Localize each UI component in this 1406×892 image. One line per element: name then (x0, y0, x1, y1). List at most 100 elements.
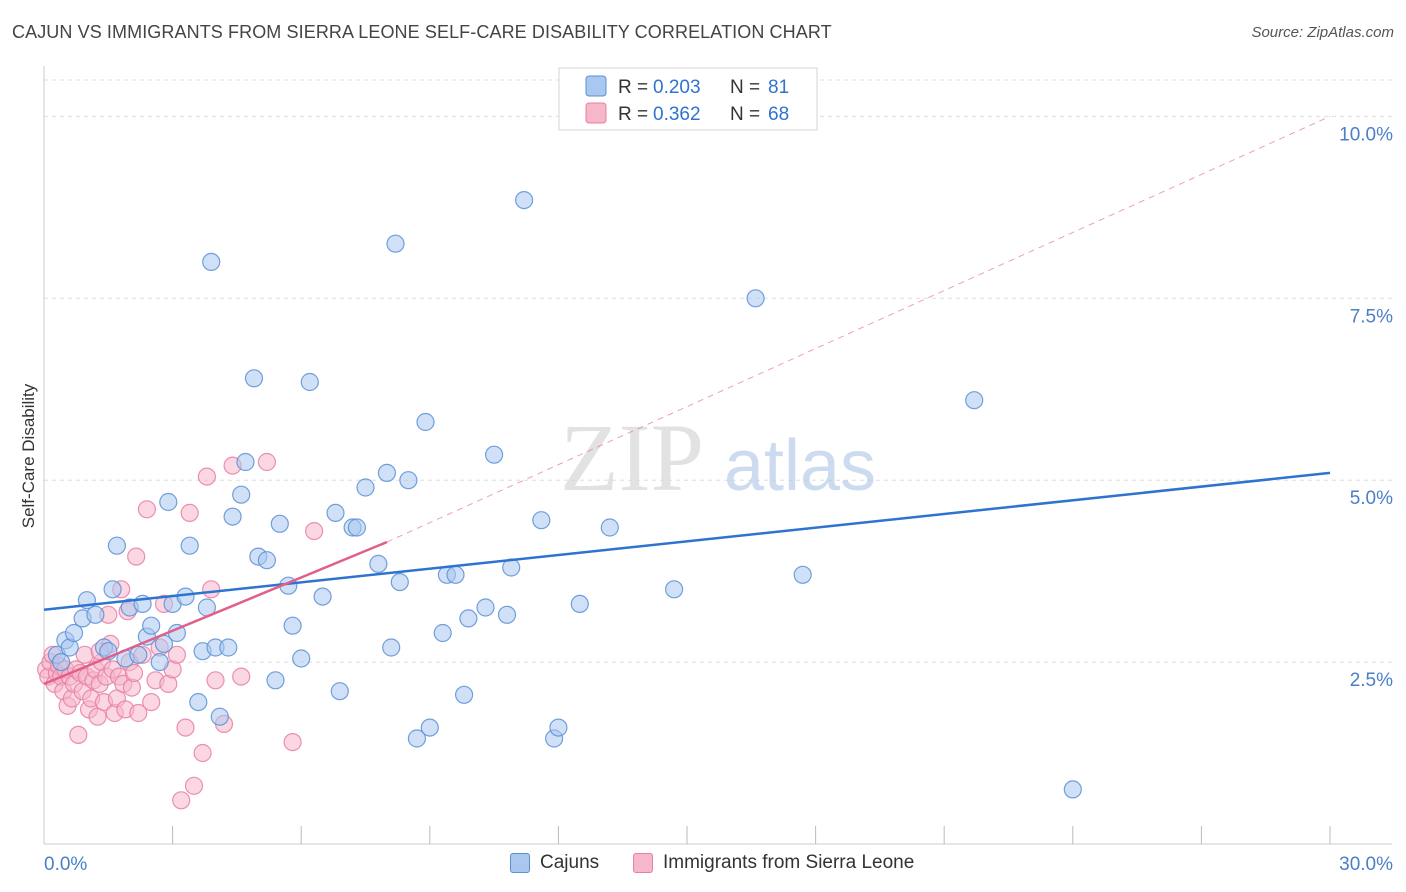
cajun-point-18 (150, 652, 169, 672)
cajun-point-4 (64, 623, 84, 643)
cajun-point-38 (266, 671, 285, 690)
y-tick-label-3: 10.0% (1339, 124, 1393, 145)
cajun-point-71 (549, 718, 568, 737)
cajun-point-62 (455, 685, 474, 704)
legend-top-swatch-blue (585, 75, 607, 97)
x-tick-label-0: 0.0% (44, 854, 87, 875)
cajun-point-30 (210, 707, 229, 726)
legend-top-swatch-pink (585, 102, 607, 124)
sierra-leone-point-52 (167, 645, 186, 664)
cajun-point-45 (326, 503, 345, 523)
cajun-point-56 (407, 729, 426, 748)
x-tick-label-1: 30.0% (1339, 854, 1393, 875)
sierra-leone-point-60 (206, 671, 225, 690)
cajun-point-59 (433, 623, 452, 643)
cajun-point-69 (532, 511, 551, 530)
cajun-point-39 (270, 514, 289, 533)
watermark: ZIP atlas (560, 404, 876, 511)
cajun-point-44 (313, 587, 332, 606)
sierra-leone-point-56 (184, 776, 204, 795)
legend-item-cajuns[interactable]: Cajuns (510, 852, 599, 874)
cajun-point-31 (219, 638, 238, 657)
cajun-point-72 (570, 594, 589, 614)
trend-line-sierra-leone-extension (386, 115, 1331, 543)
cajun-point-49 (356, 478, 375, 497)
grid-lines (44, 79, 1392, 663)
cajun-point-64 (476, 598, 495, 617)
cajun-point-52 (382, 638, 401, 657)
y-tick-label-1: 5.0% (1350, 488, 1393, 509)
cajun-point-14 (129, 645, 148, 664)
cajun-point-25 (189, 692, 208, 712)
legend-r-label-1: R = (618, 77, 653, 98)
legend-label-cajuns: Cajuns (540, 852, 600, 873)
sierra-leone-point-42 (127, 547, 146, 566)
sierra-leone-point-45 (137, 500, 156, 519)
cajun-point-68 (514, 191, 534, 210)
y-tick-label-0: 2.5% (1350, 670, 1393, 691)
legend-n-label-1: N = (730, 77, 765, 98)
watermark-zip: ZIP (560, 404, 704, 511)
sierra-leone-point-59 (202, 580, 221, 599)
cajun-point-75 (746, 289, 765, 308)
cajun-point-61 (446, 565, 465, 584)
legend-n-value-2: 68 (768, 104, 789, 125)
cajun-point-51 (377, 463, 396, 482)
cajun-point-50 (369, 554, 388, 574)
axes (43, 66, 1392, 845)
sierra-leone-point-58 (197, 467, 216, 486)
cajun-point-20 (159, 492, 178, 512)
chart-title: CAJUN VS IMMIGRANTS FROM SIERRA LEONE SE… (12, 22, 832, 42)
sierra-leone-point-57 (193, 743, 212, 763)
cajun-point-17 (142, 616, 161, 635)
sierra-leone-point-66 (305, 521, 324, 541)
cajun-point-10 (103, 580, 122, 599)
legend-swatch-cajuns (510, 853, 530, 873)
sierra-leone-point-55 (180, 503, 199, 523)
trend-line-sierra-leone (43, 540, 388, 686)
cajun-point-73 (600, 518, 619, 537)
legend-n-value-1: 81 (768, 77, 789, 98)
legend-n-label-2: N = (730, 104, 765, 125)
series-cajuns-points (47, 191, 1082, 799)
legend-r-value-1: 0.203 (653, 77, 701, 98)
legend-label-sierra-leone: Immigrants from Sierra Leone (663, 852, 915, 873)
cajun-point-53 (386, 234, 405, 253)
cajun-point-74 (664, 580, 684, 599)
cajun-point-48 (347, 518, 366, 537)
legend-item-sierra-leone[interactable]: Immigrants from Sierra Leone (633, 852, 914, 874)
cajun-point-42 (292, 649, 311, 668)
cajun-point-33 (232, 485, 251, 504)
cajun-point-77 (965, 391, 984, 410)
legend-bottom: Cajuns Immigrants from Sierra Leone (0, 852, 1406, 878)
cajun-point-76 (793, 565, 812, 584)
trend-line-cajuns (43, 471, 1331, 611)
sierra-leone-point-65 (283, 732, 302, 752)
cajun-point-55 (399, 471, 418, 490)
cajun-point-58 (420, 718, 439, 737)
y-axis-label: Self-Care Disability (19, 383, 38, 528)
trend-lines (43, 115, 1331, 686)
legend-top: R = 0.203 N = 81 R = 0.362 N = 68 (558, 67, 818, 131)
cajun-point-23 (176, 587, 195, 606)
y-tick-label-2: 7.5% (1350, 306, 1393, 327)
cajun-point-66 (497, 605, 517, 624)
cajun-point-54 (390, 572, 409, 592)
sierra-leone-point-64 (257, 452, 276, 472)
sierra-leone-point-15 (69, 725, 88, 745)
cajun-point-7 (86, 605, 105, 624)
cajun-point-34 (236, 452, 255, 472)
cajun-point-1 (51, 652, 71, 672)
cajun-point-43 (300, 372, 319, 392)
cajun-point-28 (202, 252, 221, 271)
cajun-point-65 (485, 445, 504, 464)
legend-swatch-sierra-leone (633, 853, 653, 873)
cajun-point-11 (107, 536, 127, 555)
sierra-leone-point-18 (75, 645, 94, 664)
cajun-point-37 (257, 551, 276, 570)
cajun-point-57 (416, 412, 435, 432)
legend-r-value-2: 0.362 (653, 104, 701, 125)
tick-labels: 2.5% 5.0% 7.5% 10.0% 0.0% 30.0% (44, 124, 1393, 875)
sierra-leone-point-63 (232, 667, 251, 686)
